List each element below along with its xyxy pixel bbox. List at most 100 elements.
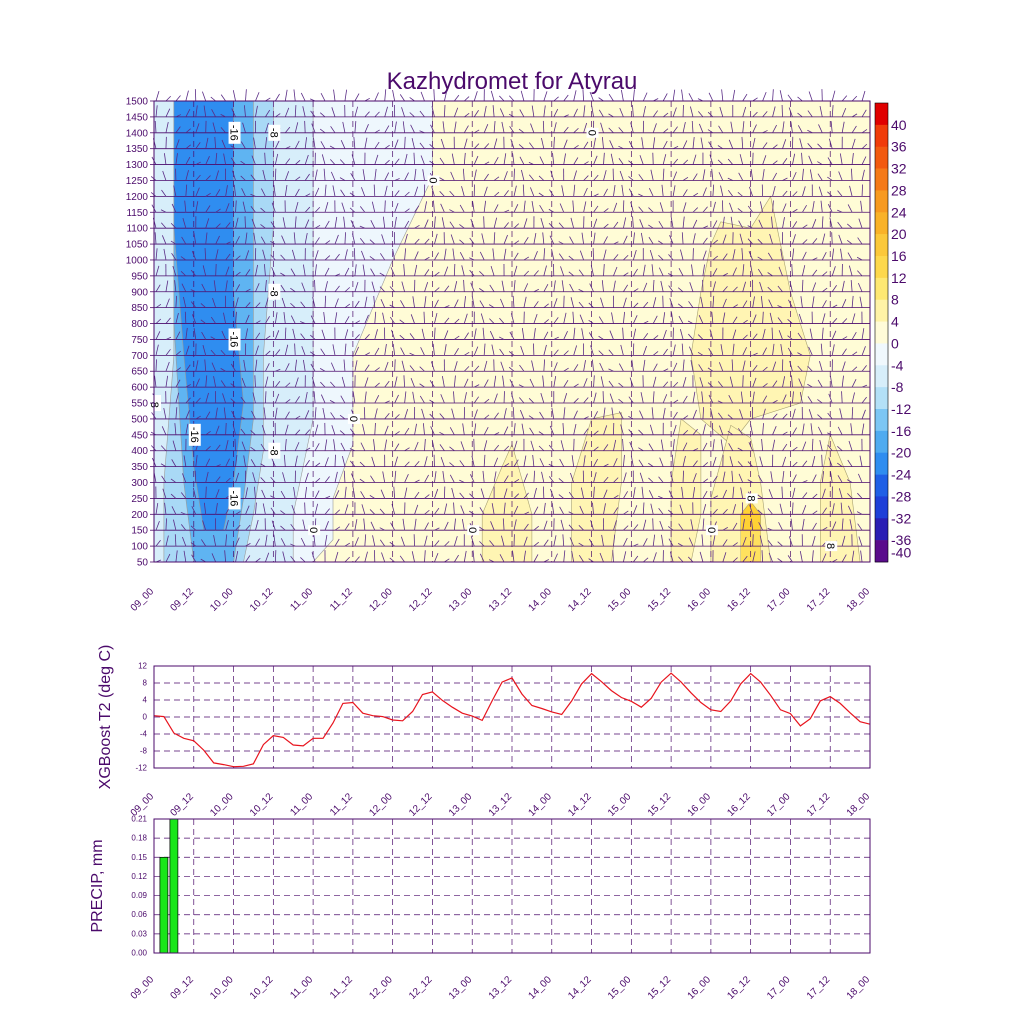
wind-barb [414, 423, 417, 435]
wind-barb [539, 204, 545, 213]
wind-barb [821, 216, 824, 229]
wind-barb [513, 459, 519, 467]
wind-barb [802, 239, 808, 245]
wind-barb [380, 489, 386, 499]
wind-barb [319, 112, 326, 118]
wind-barb [702, 187, 707, 197]
wind-barb [779, 90, 783, 102]
wind-barb [568, 271, 574, 277]
wind-barb [603, 264, 605, 276]
wind-barb [742, 334, 748, 340]
wind-barb [440, 138, 445, 149]
wind-barb [682, 359, 685, 372]
wind-barb [520, 90, 525, 102]
wind-barb [600, 122, 604, 133]
wind-barb [493, 217, 498, 229]
wind-barb [811, 455, 816, 467]
wind-barb [404, 461, 410, 467]
wind-barb [225, 519, 229, 531]
wind-barb [762, 395, 768, 404]
wind-barb [608, 93, 614, 102]
wind-barb [163, 407, 167, 420]
wind-barb [792, 461, 798, 467]
wind-barb [172, 440, 177, 451]
wind-barb [155, 503, 159, 515]
wind-barb [449, 427, 455, 436]
wind-barb [748, 442, 754, 451]
wind-barb [590, 520, 594, 531]
wind-barb [503, 426, 509, 435]
wind-barb [255, 105, 258, 117]
wind-barb [309, 351, 316, 356]
wind-barb [523, 523, 529, 531]
wind-barb [195, 415, 201, 420]
height-tick-700: 700 [131, 351, 148, 362]
wind-barb [662, 329, 667, 340]
wind-barb [681, 486, 684, 499]
wind-barb [384, 361, 389, 372]
wind-barb [204, 359, 207, 372]
wind-barb [583, 141, 589, 149]
wind-barb [253, 232, 256, 245]
wind-barb [752, 551, 756, 563]
wind-barb [304, 472, 309, 483]
height-tick-650: 650 [131, 367, 148, 378]
wind-barb [802, 505, 807, 515]
wind-barb [578, 289, 584, 293]
wind-barb [638, 459, 644, 467]
wind-barb [782, 394, 787, 404]
wind-barb [513, 423, 516, 435]
wind-barb [858, 473, 863, 483]
colorbar-label: -40 [891, 545, 911, 561]
wind-barb [772, 413, 778, 420]
wind-barb [532, 454, 535, 467]
wind-barb [282, 217, 286, 229]
wind-barb [250, 446, 256, 452]
height-tick-200: 200 [131, 510, 148, 521]
wind-barb [434, 488, 439, 499]
colorbar-swatch [875, 409, 888, 432]
wind-barb [211, 362, 217, 372]
wind-barb [521, 423, 525, 435]
wind-barb [250, 206, 256, 213]
wind-barb [354, 93, 360, 102]
wind-barb [453, 391, 455, 404]
wind-barb [750, 264, 754, 276]
wind-barb [669, 551, 674, 563]
wind-barb [672, 145, 679, 150]
colorbar-label: 0 [891, 335, 899, 351]
wind-barb [334, 234, 339, 245]
wind-barb [692, 428, 698, 436]
wind-barb [860, 550, 863, 563]
wind-barb [419, 110, 425, 118]
wind-barb [294, 343, 296, 356]
wind-barb [241, 188, 246, 197]
wind-barb [499, 554, 505, 563]
wind-barb [652, 518, 654, 531]
wind-barb [314, 477, 321, 483]
wind-barb [583, 175, 589, 181]
wind-barb [712, 281, 716, 292]
wind-barb [225, 458, 230, 467]
wind-barb [380, 253, 386, 261]
wind-barb [354, 556, 360, 563]
wind-barb [563, 367, 569, 372]
wind-barb [464, 96, 470, 102]
wind-barb [692, 487, 696, 499]
wind-barb [738, 220, 744, 229]
wind-barb [622, 438, 624, 451]
wind-barb [711, 311, 714, 324]
wind-barb [191, 554, 197, 563]
wind-barb [652, 534, 656, 547]
wind-barb [354, 121, 357, 133]
wind-barb [433, 89, 435, 102]
wind-barb [732, 504, 737, 515]
wind-barb [682, 216, 685, 229]
wind-barb [290, 302, 296, 308]
t2-series-line [153, 672, 871, 768]
wind-barb [424, 219, 429, 229]
wind-barb [592, 502, 594, 515]
height-tick-500: 500 [131, 414, 148, 425]
wind-barb [359, 461, 366, 467]
wind-barb [155, 520, 160, 531]
